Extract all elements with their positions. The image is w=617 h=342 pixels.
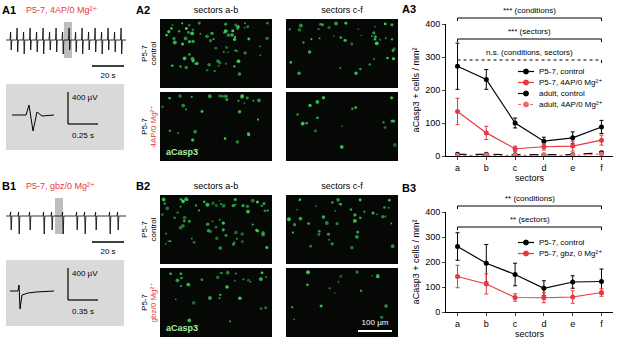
svg-text:0.35 s: 0.35 s (72, 307, 94, 316)
svg-text:P5-7: P5-7 (140, 118, 149, 135)
svg-text:20 s: 20 s (100, 71, 115, 80)
svg-text:** (sectors): ** (sectors) (510, 215, 550, 224)
svg-text:400 µV: 400 µV (72, 269, 98, 278)
svg-text:B3: B3 (402, 182, 416, 194)
svg-text:d: d (541, 163, 546, 173)
svg-text:P5-7, control: P5-7, control (539, 238, 585, 247)
svg-text:A2: A2 (136, 4, 150, 16)
svg-text:300: 300 (425, 52, 440, 62)
svg-text:P5-7, 4AP/0 Mg²⁺: P5-7, 4AP/0 Mg²⁺ (539, 78, 602, 87)
svg-text:aCasp3 + cells / mm²: aCasp3 + cells / mm² (411, 48, 421, 133)
svg-text:sectors c-f: sectors c-f (321, 181, 363, 191)
svg-text:aCasp3 + cells / mm²: aCasp3 + cells / mm² (411, 220, 421, 305)
svg-text:sectors c-f: sectors c-f (321, 5, 363, 15)
svg-text:300: 300 (425, 232, 440, 242)
svg-text:P5-7: P5-7 (140, 221, 149, 238)
svg-text:a: a (455, 163, 460, 173)
svg-text:e: e (570, 163, 575, 173)
svg-text:P5-7, control: P5-7, control (539, 67, 585, 76)
svg-text:200: 200 (425, 257, 440, 267)
svg-text:a: a (455, 319, 460, 329)
svg-text:sectors a-b: sectors a-b (194, 181, 239, 191)
svg-text:100: 100 (425, 118, 440, 128)
svg-text:aCasp3: aCasp3 (166, 147, 198, 157)
svg-text:P5-7, 4AP/0 Mg²⁺: P5-7, 4AP/0 Mg²⁺ (26, 5, 98, 15)
svg-text:*** (conditions): *** (conditions) (503, 6, 556, 15)
svg-text:sectors: sectors (515, 329, 545, 339)
svg-text:adult, 4AP/0 Mg²⁺: adult, 4AP/0 Mg²⁺ (539, 100, 603, 109)
svg-text:b: b (484, 319, 489, 329)
svg-text:control: control (149, 217, 158, 241)
svg-text:P5-7, gbz, 0 Mg²⁺: P5-7, gbz, 0 Mg²⁺ (539, 249, 602, 258)
svg-text:b: b (484, 163, 489, 173)
svg-text:gbz/0 Mg²⁺: gbz/0 Mg²⁺ (149, 283, 158, 323)
svg-text:100: 100 (425, 282, 440, 292)
svg-text:200: 200 (425, 85, 440, 95)
svg-text:aCasp3: aCasp3 (166, 323, 198, 333)
svg-text:sectors a-b: sectors a-b (194, 5, 239, 15)
svg-text:A3: A3 (402, 3, 416, 15)
svg-text:P5-7: P5-7 (140, 294, 149, 311)
svg-text:control: control (149, 41, 158, 65)
svg-text:B1: B1 (2, 180, 16, 192)
svg-text:20 s: 20 s (100, 247, 115, 256)
svg-text:d: d (541, 319, 546, 329)
svg-text:** (conditions): ** (conditions) (505, 194, 555, 203)
svg-text:e: e (570, 319, 575, 329)
svg-text:0.25 s: 0.25 s (72, 131, 94, 140)
svg-text:400: 400 (425, 207, 440, 217)
svg-text:0: 0 (435, 151, 440, 161)
svg-text:c: c (513, 319, 518, 329)
svg-text:A1: A1 (2, 4, 16, 16)
svg-text:adult, control: adult, control (539, 89, 585, 98)
svg-text:f: f (600, 319, 603, 329)
svg-text:400: 400 (425, 19, 440, 29)
svg-text:4AP/0 Mg²⁺: 4AP/0 Mg²⁺ (149, 105, 158, 147)
svg-text:0: 0 (435, 307, 440, 317)
svg-text:sectors: sectors (515, 173, 545, 183)
svg-text:c: c (513, 163, 518, 173)
svg-text:P5-7: P5-7 (140, 45, 149, 62)
svg-text:B2: B2 (136, 180, 150, 192)
svg-text:f: f (600, 163, 603, 173)
svg-text:400 µV: 400 µV (72, 93, 98, 102)
svg-text:*** (sectors): *** (sectors) (508, 27, 551, 36)
svg-text:n.s. (conditions, sectors): n.s. (conditions, sectors) (486, 48, 573, 57)
svg-text:P5-7, gbz/0 Mg²⁺: P5-7, gbz/0 Mg²⁺ (26, 181, 95, 191)
svg-text:100 µm: 100 µm (362, 318, 389, 327)
